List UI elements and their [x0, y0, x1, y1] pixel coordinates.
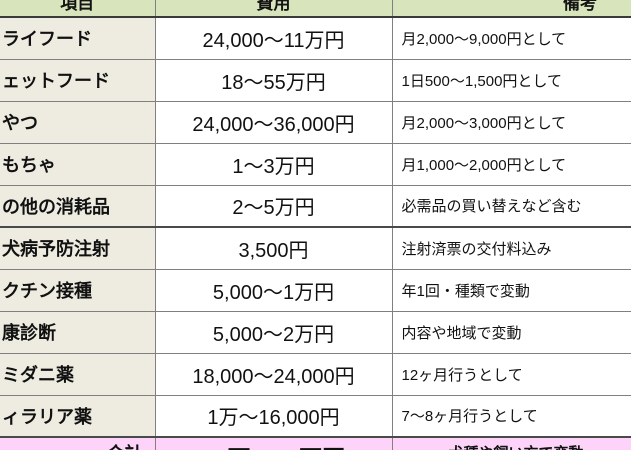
note-cell: 必需品の買い替えなど含む: [391, 184, 631, 228]
table-row: ィラリア薬 1万〜16,000円 7〜8ヶ月行うとして: [0, 394, 631, 438]
cost-cell: 18〜55万円: [154, 58, 393, 102]
total-row: 合計 13万〜74万円 犬種や飼い方で変動: [0, 436, 631, 450]
item-cell: の他の消耗品: [0, 184, 156, 228]
total-note: 犬種や飼い方で変動: [391, 436, 631, 450]
column-header-note: 備考: [391, 0, 631, 18]
table-row: ミダニ薬 18,000〜24,000円 12ヶ月行うとして: [0, 352, 631, 396]
note-cell: 年1回・種類で変動: [391, 268, 631, 312]
cost-cell: 5,000〜2万円: [154, 310, 393, 354]
table-row: の他の消耗品 2〜5万円 必需品の買い替えなど含む: [0, 184, 631, 228]
cost-cell: 1万〜16,000円: [154, 394, 393, 438]
note-cell: 1日500〜1,500円として: [391, 58, 631, 102]
item-cell: クチン接種: [0, 268, 156, 312]
item-cell: ミダニ薬: [0, 352, 156, 396]
cost-cell: 24,000〜36,000円: [154, 100, 393, 144]
note-cell: 注射済票の交付料込み: [391, 226, 631, 270]
table-row: クチン接種 5,000〜1万円 年1回・種類で変動: [0, 268, 631, 312]
table-row: もちゃ 1〜3万円 月1,000〜2,000円として: [0, 142, 631, 186]
item-cell: 犬病予防注射: [0, 226, 156, 270]
table-header-row: 項目 費用 備考: [0, 0, 631, 18]
note-cell: 12ヶ月行うとして: [391, 352, 631, 396]
table-row: やつ 24,000〜36,000円 月2,000〜3,000円として: [0, 100, 631, 144]
cost-cell: 24,000〜11万円: [154, 16, 393, 60]
total-label: 合計: [0, 436, 156, 450]
note-cell: 月2,000〜3,000円として: [391, 100, 631, 144]
total-cost: 13万〜74万円: [154, 436, 393, 450]
item-cell: ィラリア薬: [0, 394, 156, 438]
item-cell: ェットフード: [0, 58, 156, 102]
item-cell: ライフード: [0, 16, 156, 60]
table-row: ェットフード 18〜55万円 1日500〜1,500円として: [0, 58, 631, 102]
note-cell: 7〜8ヶ月行うとして: [391, 394, 631, 438]
note-cell: 内容や地域で変動: [391, 310, 631, 354]
item-cell: やつ: [0, 100, 156, 144]
cost-cell: 2〜5万円: [154, 184, 393, 228]
table-row: 犬病予防注射 3,500円 注射済票の交付料込み: [0, 226, 631, 270]
cost-cell: 5,000〜1万円: [154, 268, 393, 312]
cost-cell: 1〜3万円: [154, 142, 393, 186]
table-row: 康診断 5,000〜2万円 内容や地域で変動: [0, 310, 631, 354]
table-row: ライフード 24,000〜11万円 月2,000〜9,000円として: [0, 16, 631, 60]
cost-cell: 3,500円: [154, 226, 393, 270]
cost-cell: 18,000〜24,000円: [154, 352, 393, 396]
item-cell: 康診断: [0, 310, 156, 354]
note-cell: 月2,000〜9,000円として: [391, 16, 631, 60]
note-cell: 月1,000〜2,000円として: [391, 142, 631, 186]
item-cell: もちゃ: [0, 142, 156, 186]
column-header-cost: 費用: [154, 0, 393, 18]
column-header-item: 項目: [0, 0, 156, 18]
